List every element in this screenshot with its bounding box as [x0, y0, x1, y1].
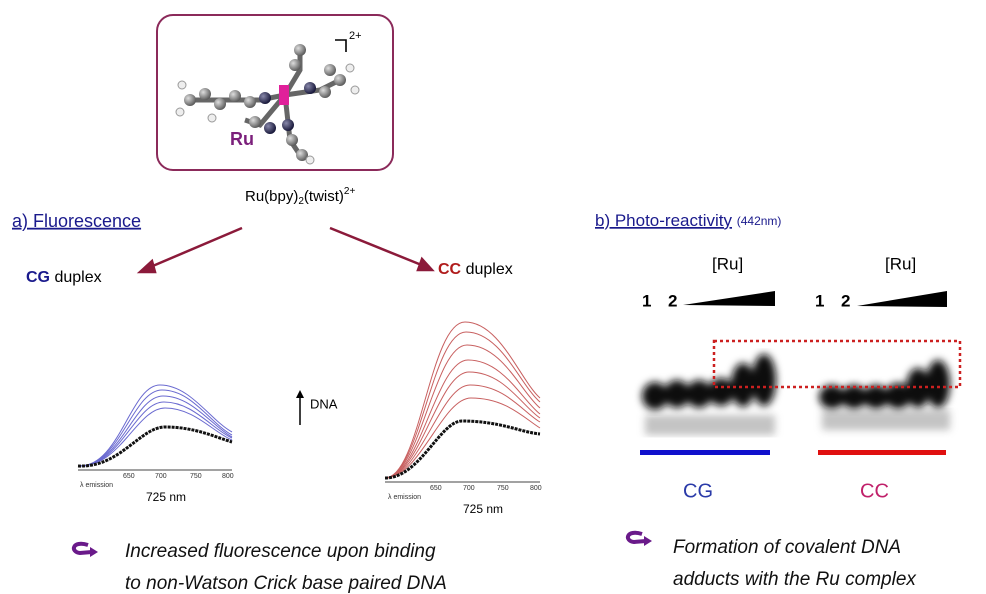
lane-label: 2: [668, 291, 677, 310]
tick: 750: [190, 473, 202, 480]
tick: 800: [530, 485, 542, 492]
tick: 650: [430, 485, 442, 492]
conc-label: [Ru]: [712, 254, 743, 273]
cc-strong: CC: [438, 261, 462, 278]
panel-subtitle: (442nm): [737, 214, 782, 228]
cc-bar: [818, 450, 946, 455]
cg-rest: duplex: [54, 269, 101, 286]
curl-arrowhead: [644, 536, 652, 546]
curl-arrowhead: [90, 547, 98, 557]
cg-bar: [640, 450, 770, 455]
wavelength: 725 nm: [146, 490, 186, 504]
panel-title: b) Photo-reactivity (442nm): [595, 211, 781, 230]
cc-rest: duplex: [466, 261, 513, 278]
conc-label: [Ru]: [885, 254, 916, 273]
caption-line: adducts with the Ru complex: [673, 569, 917, 590]
tick: 650: [123, 473, 135, 480]
caption-line: to non-Watson Crick base paired DNA: [125, 573, 447, 594]
formula-part: Ru(bpy): [245, 188, 298, 205]
spectra-left: [78, 385, 232, 470]
caption-line: Increased fluorescence upon binding: [125, 541, 436, 562]
panel-title: a) Fluorescence: [12, 211, 141, 231]
caption-line: Formation of covalent DNA: [673, 537, 901, 558]
panel-title-main: b) Photo-reactivity: [595, 211, 732, 230]
dna-label: DNA: [310, 396, 338, 411]
curl-arrow: [628, 533, 646, 542]
curl-arrow: [74, 544, 92, 553]
bracket: [335, 40, 346, 52]
gel-smear: [645, 410, 950, 435]
tick: 750: [497, 485, 509, 492]
lane-label: 2: [841, 291, 850, 310]
arrows: [140, 228, 432, 272]
lane-label: 1: [815, 291, 824, 310]
wavelength: 725 nm: [463, 502, 503, 516]
gel-name: CC: [860, 480, 889, 502]
molecule: [176, 44, 359, 164]
charge: 2+: [349, 30, 362, 42]
cc-label: CC duplex: [438, 261, 513, 278]
formula-part: (twist): [304, 188, 344, 205]
dna-arrowhead: [296, 390, 304, 398]
axis-label: λ emission: [80, 482, 113, 489]
wedge: [683, 291, 775, 306]
cg-label: CG duplex: [26, 269, 102, 286]
spectra-right: [385, 322, 540, 482]
lane-label: 1: [642, 291, 651, 310]
formula: Ru(bpy)2(twist)2+: [245, 186, 355, 207]
axis-label: λ emission: [388, 494, 421, 501]
tick: 700: [155, 473, 167, 480]
metal-label: Ru: [230, 129, 254, 149]
formula-sup: 2+: [344, 186, 356, 197]
figure: Ru 2+ Ru(bpy)2(twist)2+ a) Fluorescence …: [0, 0, 986, 594]
tick: 700: [463, 485, 475, 492]
gel-name: CG: [683, 480, 713, 502]
wedge: [857, 291, 947, 307]
tick: 800: [222, 473, 234, 480]
cg-strong: CG: [26, 269, 50, 286]
gel: [642, 354, 950, 410]
